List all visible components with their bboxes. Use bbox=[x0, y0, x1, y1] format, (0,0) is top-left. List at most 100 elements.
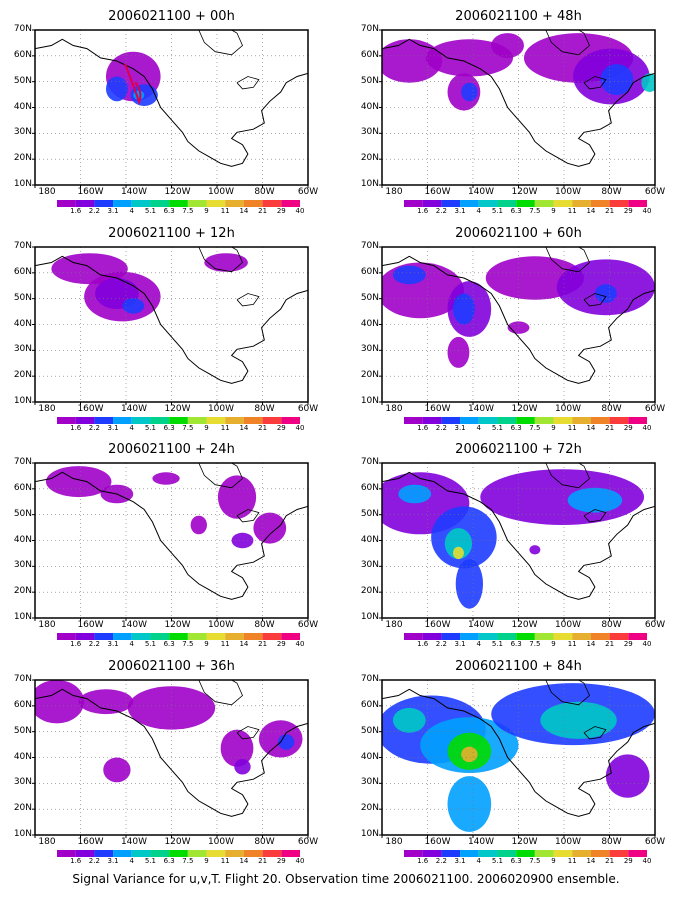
colorbar-swatch bbox=[243, 633, 263, 640]
colorbar-swatch bbox=[478, 200, 498, 207]
latitude-label: 40N bbox=[13, 534, 32, 545]
colorbar-swatch bbox=[75, 417, 95, 424]
hudson-bay bbox=[198, 30, 243, 56]
colorbar-label: 21 bbox=[258, 640, 268, 648]
flight-track bbox=[124, 63, 142, 106]
latitude-label: 70N bbox=[13, 24, 32, 34]
longitude-label: 80W bbox=[254, 837, 275, 847]
colorbar-swatch bbox=[131, 850, 151, 857]
colorbar-swatch bbox=[404, 417, 423, 424]
longitude-label: 120W bbox=[511, 620, 538, 630]
map-panel-60h bbox=[379, 246, 656, 424]
variance-shade bbox=[127, 686, 216, 730]
colorbar-label: 11 bbox=[567, 207, 577, 215]
latitude-label: 70N bbox=[360, 674, 379, 684]
longitude-label: 80W bbox=[254, 620, 275, 630]
variance-shade bbox=[253, 512, 287, 544]
latitude-label: 30N bbox=[360, 344, 379, 355]
hudson-bay bbox=[545, 680, 590, 706]
longitude-label: 180 bbox=[385, 837, 403, 847]
colorbar-label: 6.3 bbox=[510, 207, 522, 215]
colorbar-swatch bbox=[94, 417, 114, 424]
colorbar-label: 11 bbox=[220, 424, 230, 432]
latitude-label: 60N bbox=[360, 49, 379, 60]
variance-shade bbox=[452, 546, 464, 560]
colorbar-swatch bbox=[57, 850, 76, 857]
colorbar-swatch bbox=[460, 200, 479, 207]
colorbar-label: 3.1 bbox=[454, 424, 466, 432]
colorbar-label: 4 bbox=[476, 640, 481, 648]
longitude-label: 100W bbox=[554, 620, 582, 630]
map-panel-12h bbox=[32, 246, 309, 424]
colorbar-swatch bbox=[590, 200, 610, 207]
colorbar-swatch bbox=[534, 417, 554, 424]
longitude-label: 80W bbox=[601, 404, 622, 414]
colorbar-swatch bbox=[572, 200, 591, 207]
colorbar-label: 2.2 bbox=[88, 207, 100, 215]
latitude-label: 20N bbox=[360, 586, 379, 597]
colorbar-label: 40 bbox=[642, 207, 652, 215]
longitude-label: 60W bbox=[644, 620, 666, 630]
latitude-label: 60N bbox=[13, 482, 32, 493]
longitude-label: 140W bbox=[120, 187, 148, 197]
colorbar-label: 11 bbox=[567, 857, 577, 865]
colorbar-swatch bbox=[534, 633, 554, 640]
longitude-label: 180 bbox=[38, 837, 56, 847]
colorbar-swatch bbox=[609, 200, 629, 207]
colorbar-label: 5.1 bbox=[144, 424, 157, 432]
longitude-label: 140W bbox=[120, 404, 148, 414]
longitude-label: 120W bbox=[164, 620, 191, 630]
colorbar-label: 7.5 bbox=[182, 424, 194, 432]
colorbar-label: 2.2 bbox=[88, 424, 100, 432]
variance-shade bbox=[447, 336, 470, 368]
variance-shade bbox=[234, 759, 251, 775]
colorbar-label: 6.3 bbox=[163, 424, 175, 432]
variance-shade bbox=[45, 466, 112, 498]
panel-title: 2006021100 + 36h bbox=[108, 659, 235, 674]
colorbar-swatch bbox=[516, 200, 535, 207]
colorbar-label: 40 bbox=[295, 640, 305, 648]
colorbar-swatch bbox=[243, 850, 263, 857]
colorbar-label: 7.5 bbox=[182, 207, 194, 215]
latitude-label: 50N bbox=[360, 725, 379, 736]
latitude-label: 60N bbox=[13, 699, 32, 710]
colorbar-swatch bbox=[478, 850, 498, 857]
colorbar-swatch bbox=[262, 633, 282, 640]
colorbar-label: 29 bbox=[623, 857, 633, 865]
colorbar-swatch bbox=[94, 850, 114, 857]
colorbar-swatch bbox=[460, 633, 479, 640]
colorbar-label: 40 bbox=[295, 207, 305, 215]
colorbar-swatch bbox=[404, 200, 423, 207]
latitude-label: 20N bbox=[13, 370, 32, 381]
longitude-label: 100W bbox=[207, 620, 235, 630]
variance-shade bbox=[641, 73, 655, 92]
longitude-label: 160W bbox=[77, 404, 104, 414]
variance-shade bbox=[605, 754, 650, 798]
colorbar-label: 2.2 bbox=[435, 857, 447, 865]
variance-shade bbox=[567, 487, 623, 513]
variance-shade bbox=[392, 265, 426, 285]
longitude-label: 180 bbox=[38, 620, 56, 630]
latitude-label: 20N bbox=[360, 370, 379, 381]
longitude-label: 180 bbox=[385, 620, 403, 630]
latitude-label: 70N bbox=[360, 457, 379, 467]
colorbar-swatch bbox=[497, 200, 517, 207]
longitude-label: 180 bbox=[38, 404, 56, 414]
variance-shade bbox=[152, 472, 180, 485]
colorbar-label: 2.2 bbox=[88, 857, 100, 865]
great-lakes bbox=[236, 726, 260, 740]
colorbar-label: 1.6 bbox=[70, 207, 82, 215]
colorbar-label: 9 bbox=[551, 640, 556, 648]
colorbar-swatch bbox=[131, 200, 151, 207]
longitude-label: 80W bbox=[601, 187, 622, 197]
colorbar-label: 6.3 bbox=[163, 857, 175, 865]
colorbar-label: 3.1 bbox=[107, 857, 119, 865]
longitude-label: 160W bbox=[77, 620, 104, 630]
longitude-label: 80W bbox=[254, 404, 275, 414]
colorbar-label: 3.1 bbox=[107, 640, 119, 648]
great-lakes bbox=[583, 509, 607, 523]
longitude-label: 140W bbox=[120, 620, 148, 630]
latitude-label: 60N bbox=[13, 49, 32, 60]
colorbar-swatch bbox=[131, 417, 151, 424]
